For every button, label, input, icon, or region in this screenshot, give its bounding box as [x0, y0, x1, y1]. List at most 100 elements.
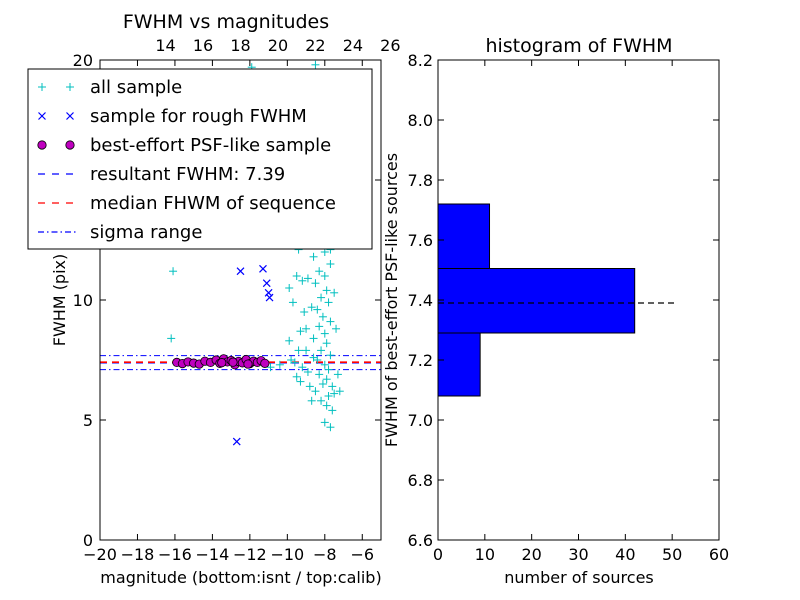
legend-marker — [66, 83, 74, 91]
scatter-point — [317, 293, 326, 302]
scatter-point — [300, 308, 309, 316]
scatter-point-b — [236, 267, 245, 276]
histogram-y-label: FWHM of best-effort PSF-like sources — [382, 153, 401, 447]
scatter-x-tick-label: −10 — [270, 545, 304, 564]
scatter-x-tick-label: −20 — [83, 545, 117, 564]
scatter-point — [317, 396, 326, 405]
histogram-y-tick-label: 7.2 — [408, 351, 433, 370]
scatter-point — [322, 286, 331, 295]
histogram-chart: histogram of FWHM 0 10 20 30 40 50 60 6.6 6.8 7.… — [382, 35, 729, 587]
histogram-x-tick-label: 30 — [568, 545, 588, 564]
scatter-point — [285, 284, 294, 292]
histogram-y-tick-label: 8.0 — [408, 111, 433, 130]
legend-label: sample for rough FWHM — [90, 106, 307, 127]
scatter-legend: all sample sample for rough FWHM best-effo… — [27, 68, 373, 250]
scatter-point — [315, 370, 324, 379]
scatter-point — [292, 372, 301, 381]
legend-entry: resultant FWHM: 7.39 — [38, 164, 285, 185]
scatter-point — [311, 60, 320, 69]
scatter-point — [265, 293, 274, 302]
scatter-point — [324, 392, 333, 400]
scatter-point — [294, 346, 303, 355]
scatter-point — [318, 312, 327, 321]
scatter-point — [259, 264, 267, 273]
scatter-point — [326, 351, 335, 360]
scatter-plot-area — [100, 60, 381, 446]
scatter-point — [275, 360, 284, 369]
scatter-point — [303, 274, 312, 283]
histogram-y-tick-label: 7.4 — [408, 291, 433, 310]
scatter-point — [296, 327, 305, 336]
scatter-point — [324, 365, 333, 374]
scatter-point — [296, 377, 305, 386]
scatter-y-label: FWHM (pix) — [50, 254, 69, 347]
scatter-point — [169, 267, 178, 276]
scatter-top-tick-label: 20 — [268, 36, 288, 55]
scatter-point — [326, 317, 335, 326]
scatter-x-tick-label: −16 — [158, 545, 192, 564]
scatter-point — [302, 324, 311, 333]
scatter-point — [309, 252, 318, 261]
scatter-point — [318, 380, 327, 388]
scatter-title: FWHM vs magnitudes — [123, 11, 329, 33]
scatter-point — [320, 329, 329, 338]
scatter-point — [322, 375, 331, 384]
scatter-point — [322, 401, 331, 410]
legend-entries: all sample sample for rough FWHM best-effo… — [37, 77, 336, 243]
scatter-point — [328, 406, 337, 415]
legend-entry: all sample — [38, 77, 182, 98]
histogram-y-tick-label: 8.2 — [408, 51, 433, 70]
histogram-x-tick-label: 60 — [709, 545, 729, 564]
scatter-chart: FWHM vs magnitudes 14 16 18 20 22 24 26 −20 −18… — [27, 11, 401, 587]
scatter-points — [167, 60, 344, 446]
legend-marker — [38, 112, 46, 120]
histogram-bar — [437, 332, 481, 397]
scatter-y-tick-label: 20 — [73, 51, 93, 70]
legend-entry: median FHWM of sequence — [38, 193, 336, 214]
scatter-point-b — [265, 293, 274, 302]
scatter-point — [326, 260, 335, 268]
scatter-point — [313, 305, 322, 314]
histogram-x-tick-label: 0 — [433, 545, 443, 564]
scatter-y-tick-label: 5 — [83, 411, 93, 430]
legend-label: sigma range — [90, 222, 202, 243]
histogram-y-tick-label: 7.0 — [408, 411, 433, 430]
scatter-x-axis: −20 −18 −16 −14 −12 −10 −8 −6 — [83, 60, 374, 564]
scatter-point — [317, 346, 326, 355]
scatter-x-tick-label: −18 — [121, 545, 155, 564]
scatter-point — [320, 418, 329, 427]
scatter-point-b — [262, 279, 271, 288]
scatter-point — [232, 437, 241, 446]
scatter-top-tick-label: 26 — [380, 36, 400, 55]
scatter-point — [335, 387, 344, 396]
scatter-point — [311, 387, 320, 396]
scatter-point — [262, 279, 271, 288]
legend-entry: best-effort PSF-like sample — [37, 135, 331, 156]
legend-marker — [37, 140, 47, 150]
histogram-y-tick-label: 7.8 — [408, 171, 433, 190]
scatter-point — [328, 382, 337, 391]
scatter-point — [324, 298, 333, 307]
scatter-point — [309, 334, 318, 343]
scatter-point — [298, 363, 307, 372]
scatter-point — [315, 322, 324, 331]
scatter-point — [320, 360, 329, 369]
scatter-x-tick-label: −6 — [350, 545, 374, 564]
legend-label: all sample — [90, 77, 182, 98]
histogram-x-tick-label: 40 — [615, 545, 635, 564]
scatter-top-tick-label: 24 — [343, 36, 363, 55]
scatter-point — [309, 353, 318, 362]
scatter-x-label: magnitude (bottom:isnt / top:calib) — [100, 568, 381, 587]
scatter-point — [311, 279, 320, 288]
scatter-point — [243, 359, 253, 369]
scatter-point — [322, 339, 331, 348]
scatter-point — [260, 358, 270, 368]
scatter-point — [320, 272, 329, 280]
scatter-point — [266, 363, 275, 372]
scatter-point — [305, 382, 314, 391]
scatter-top-tick-label: 14 — [155, 36, 175, 55]
scatter-point — [315, 267, 324, 276]
scatter-point — [330, 389, 339, 398]
scatter-point — [302, 346, 311, 355]
